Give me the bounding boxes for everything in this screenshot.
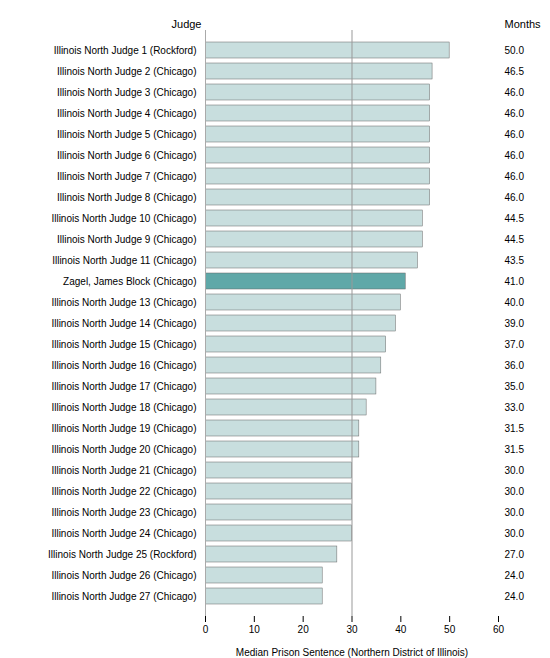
svg-text:24.0: 24.0 (505, 570, 525, 581)
svg-text:31.5: 31.5 (505, 444, 525, 455)
svg-text:Illinois North Judge 8 (Chicag: Illinois North Judge 8 (Chicago) (57, 192, 197, 203)
svg-text:Illinois North Judge 25 (Rockf: Illinois North Judge 25 (Rockford) (48, 549, 196, 560)
svg-text:Illinois North Judge 15 (Chica: Illinois North Judge 15 (Chicago) (51, 339, 196, 350)
svg-text:Illinois North Judge 21 (Chica: Illinois North Judge 21 (Chicago) (51, 465, 196, 476)
svg-text:30.0: 30.0 (505, 528, 525, 539)
svg-text:46.0: 46.0 (505, 150, 525, 161)
svg-text:Illinois North Judge 26 (Chica: Illinois North Judge 26 (Chicago) (51, 570, 196, 581)
svg-text:20: 20 (298, 624, 310, 635)
svg-text:Illinois North Judge 24 (Chica: Illinois North Judge 24 (Chicago) (51, 528, 196, 539)
svg-text:Illinois North Judge 14 (Chica: Illinois North Judge 14 (Chicago) (51, 318, 196, 329)
svg-text:40.0: 40.0 (505, 297, 525, 308)
svg-text:60: 60 (493, 624, 505, 635)
svg-text:Illinois North Judge 19 (Chica: Illinois North Judge 19 (Chicago) (51, 423, 196, 434)
svg-text:46.0: 46.0 (505, 129, 525, 140)
svg-text:Months: Months (505, 18, 542, 30)
svg-text:46.0: 46.0 (505, 192, 525, 203)
svg-text:30.0: 30.0 (505, 465, 525, 476)
svg-text:50.0: 50.0 (505, 45, 525, 56)
svg-text:Illinois North Judge 9 (Chicag: Illinois North Judge 9 (Chicago) (57, 234, 197, 245)
svg-text:40: 40 (395, 624, 407, 635)
svg-text:Illinois North Judge 5 (Chicag: Illinois North Judge 5 (Chicago) (57, 129, 197, 140)
svg-text:Illinois North Judge 13 (Chica: Illinois North Judge 13 (Chicago) (51, 297, 196, 308)
svg-text:46.0: 46.0 (505, 108, 525, 119)
svg-text:Illinois North Judge 2 (Chicag: Illinois North Judge 2 (Chicago) (57, 66, 197, 77)
svg-text:46.5: 46.5 (505, 66, 525, 77)
svg-text:27.0: 27.0 (505, 549, 525, 560)
svg-text:Illinois North Judge 4 (Chicag: Illinois North Judge 4 (Chicago) (57, 108, 197, 119)
svg-text:24.0: 24.0 (505, 591, 525, 602)
svg-text:Illinois North Judge 11 (Chica: Illinois North Judge 11 (Chicago) (52, 255, 196, 266)
svg-text:Illinois North Judge 6 (Chicag: Illinois North Judge 6 (Chicago) (57, 150, 197, 161)
svg-text:46.0: 46.0 (505, 87, 525, 98)
svg-text:50: 50 (444, 624, 456, 635)
svg-text:35.0: 35.0 (505, 381, 525, 392)
svg-text:Zagel, James Block (Chicago): Zagel, James Block (Chicago) (63, 276, 196, 287)
svg-text:37.0: 37.0 (505, 339, 525, 350)
svg-text:33.0: 33.0 (505, 402, 525, 413)
svg-text:Illinois North Judge 3 (Chicag: Illinois North Judge 3 (Chicago) (57, 87, 197, 98)
svg-text:30: 30 (346, 624, 358, 635)
svg-text:10: 10 (249, 624, 261, 635)
svg-text:Illinois North Judge 22 (Chica: Illinois North Judge 22 (Chicago) (51, 486, 196, 497)
svg-text:Illinois North Judge 1 (Rockfo: Illinois North Judge 1 (Rockford) (54, 45, 197, 56)
svg-text:36.0: 36.0 (505, 360, 525, 371)
svg-text:0: 0 (203, 624, 209, 635)
svg-text:Illinois North Judge 7 (Chicag: Illinois North Judge 7 (Chicago) (57, 171, 197, 182)
svg-text:30.0: 30.0 (505, 486, 525, 497)
svg-text:Illinois North Judge 10 (Chica: Illinois North Judge 10 (Chicago) (51, 213, 196, 224)
svg-text:Median Prison Sentence (Northe: Median Prison Sentence (Northern Distric… (236, 647, 468, 658)
svg-text:Illinois North Judge 17 (Chica: Illinois North Judge 17 (Chicago) (51, 381, 196, 392)
svg-text:Illinois North Judge 20 (Chica: Illinois North Judge 20 (Chicago) (51, 444, 196, 455)
svg-text:30.0: 30.0 (505, 507, 525, 518)
svg-text:Judge: Judge (172, 18, 202, 30)
svg-text:Illinois North Judge 16 (Chica: Illinois North Judge 16 (Chicago) (51, 360, 196, 371)
svg-text:44.5: 44.5 (505, 213, 525, 224)
svg-text:46.0: 46.0 (505, 171, 525, 182)
svg-text:Illinois North Judge 27 (Chica: Illinois North Judge 27 (Chicago) (51, 591, 196, 602)
svg-text:44.5: 44.5 (505, 234, 525, 245)
svg-text:Illinois North Judge 18 (Chica: Illinois North Judge 18 (Chicago) (51, 402, 196, 413)
svg-text:43.5: 43.5 (505, 255, 525, 266)
svg-text:Illinois North Judge 23 (Chica: Illinois North Judge 23 (Chicago) (51, 507, 196, 518)
svg-text:39.0: 39.0 (505, 318, 525, 329)
svg-text:41.0: 41.0 (505, 276, 525, 287)
svg-text:31.5: 31.5 (505, 423, 525, 434)
